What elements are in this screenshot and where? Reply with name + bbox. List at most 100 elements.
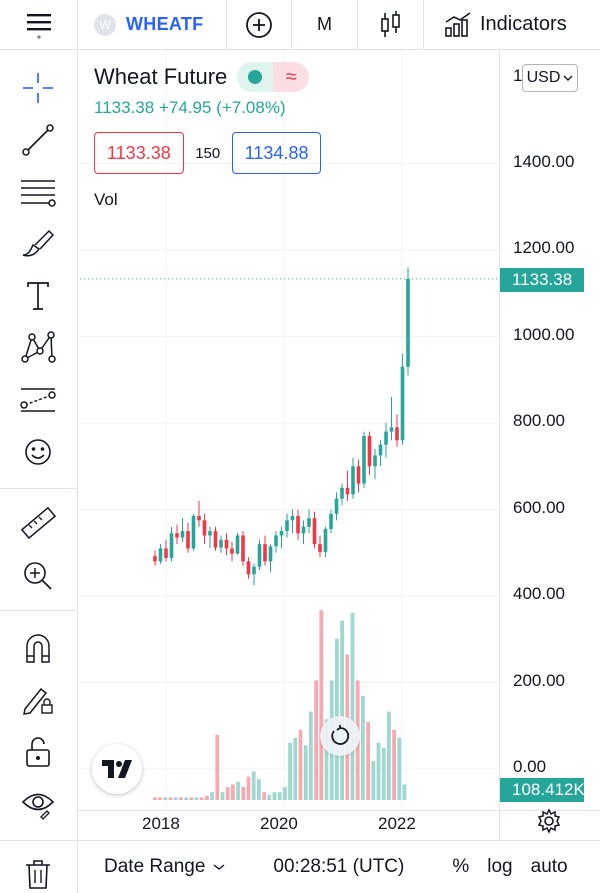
trash-icon xyxy=(26,860,50,889)
plus-circle-icon xyxy=(246,11,272,38)
tradingview-logo[interactable] xyxy=(92,744,142,794)
volume-bar xyxy=(397,737,402,800)
prediction-icon xyxy=(20,388,56,412)
candle-body xyxy=(285,520,289,532)
candle-body xyxy=(312,518,317,545)
date-range-label: Date Range xyxy=(104,856,206,877)
volume-bar xyxy=(225,787,230,800)
trend-line-tool[interactable] xyxy=(0,118,76,162)
date-range-button[interactable]: Date Range xyxy=(104,856,225,878)
candle-body xyxy=(230,548,234,554)
zoom-in-tool[interactable] xyxy=(0,554,76,598)
volume-bar xyxy=(350,612,355,800)
pattern-tool[interactable] xyxy=(0,326,76,370)
market-open-icon xyxy=(248,70,263,84)
volume-bar xyxy=(179,797,183,800)
trend-line-icon xyxy=(22,124,54,156)
volume-bar xyxy=(319,610,324,800)
price-tick: 0.00 xyxy=(513,757,547,776)
legend-title: Wheat Future xyxy=(94,64,228,89)
brush-tool[interactable] xyxy=(0,222,76,266)
market-status-toggle[interactable]: ≈ xyxy=(237,62,310,92)
magnet-tool[interactable] xyxy=(0,626,76,670)
volume-bar xyxy=(402,784,407,800)
candle-body xyxy=(279,531,284,536)
sell-button[interactable]: 1133.38 xyxy=(94,132,184,174)
volume-bar xyxy=(199,797,204,800)
volume-bar xyxy=(158,797,162,800)
candle-body xyxy=(400,366,405,441)
timezone-clock[interactable]: 00:28:51 (UTC) xyxy=(273,856,405,877)
fib-tool[interactable] xyxy=(0,170,76,214)
hide-drawings-tool[interactable] xyxy=(0,782,76,826)
brush-icon xyxy=(22,229,55,257)
currency-label: USD xyxy=(526,69,561,86)
log-scale-button[interactable]: log xyxy=(487,856,513,877)
volume-bar xyxy=(168,797,173,800)
volume-bar xyxy=(272,792,277,800)
toolbar-separator xyxy=(0,610,76,611)
volume-bar xyxy=(163,797,168,800)
volume-bar xyxy=(392,729,396,800)
candle-body xyxy=(301,526,306,534)
candle-body xyxy=(318,544,322,552)
volume-bar xyxy=(262,792,266,800)
price-tick: 1400.00 xyxy=(513,151,575,171)
price-tick: 400.00 xyxy=(513,584,565,603)
text-tool[interactable] xyxy=(0,274,76,318)
price-tick: 800.00 xyxy=(513,411,565,430)
symbol-legend: Wheat Future ≈ 1133.38 +74.95 (+7.08%) xyxy=(94,62,310,118)
emoji-tool[interactable] xyxy=(0,430,76,474)
compare-button[interactable] xyxy=(226,0,292,50)
candle-body xyxy=(208,531,212,536)
volume-bar xyxy=(303,745,308,800)
crosshair-icon xyxy=(23,73,53,103)
percent-scale-button[interactable]: % xyxy=(452,856,470,877)
volume-bar xyxy=(298,729,303,800)
lock-drawings-tool[interactable] xyxy=(0,678,76,722)
remove-drawings-tool[interactable] xyxy=(0,852,76,893)
reset-chart-button[interactable] xyxy=(320,716,360,756)
prediction-tool[interactable] xyxy=(0,378,76,422)
candle-body xyxy=(191,515,196,549)
unlock-tool[interactable] xyxy=(0,730,76,774)
toolbar-separator xyxy=(0,840,76,841)
pattern-icon xyxy=(21,331,56,363)
interval-button[interactable]: M xyxy=(292,0,358,50)
candle-body xyxy=(158,548,163,562)
candle-body xyxy=(367,435,372,467)
volume-bar xyxy=(231,784,235,800)
volume-bar xyxy=(283,787,287,800)
candle-body xyxy=(202,520,207,536)
lock-drawing-icon xyxy=(23,687,53,715)
price-tick: 200.00 xyxy=(513,670,565,690)
buy-button[interactable]: 1134.88 xyxy=(231,132,322,174)
indicators-chart-icon xyxy=(445,11,471,37)
volume-bar xyxy=(184,797,188,800)
measure-tool[interactable] xyxy=(0,502,76,546)
candle-body xyxy=(241,535,245,562)
auto-scale-button[interactable]: auto xyxy=(530,856,568,877)
currency-select[interactable]: USD xyxy=(522,64,578,92)
candle-body xyxy=(213,531,218,548)
candle-body xyxy=(296,515,300,534)
time-axis[interactable] xyxy=(78,810,600,840)
crosshair-tool[interactable] xyxy=(0,66,76,110)
menu-button[interactable] xyxy=(0,0,78,50)
chart-type-button[interactable] xyxy=(358,0,424,50)
candle-body xyxy=(351,466,355,495)
settings-button[interactable] xyxy=(536,808,562,839)
candle-body xyxy=(224,539,229,549)
trade-buttons: 1133.38 150 1134.88 xyxy=(94,132,322,174)
last-price-tag: 1133.38 xyxy=(500,268,584,292)
symbol-search-button[interactable]: W WHEATF xyxy=(78,13,226,36)
spread-value: 150 xyxy=(195,144,221,162)
indicators-label: Indicators xyxy=(480,13,567,35)
time-tick: 2022 xyxy=(378,814,416,833)
zoom-in-icon xyxy=(24,562,52,590)
indicators-button[interactable]: Indicators xyxy=(424,11,600,38)
price-axis-divider xyxy=(499,50,500,840)
toolbar-separator xyxy=(0,488,76,489)
delay-icon: ≈ xyxy=(273,62,310,92)
candle-body xyxy=(389,427,394,432)
